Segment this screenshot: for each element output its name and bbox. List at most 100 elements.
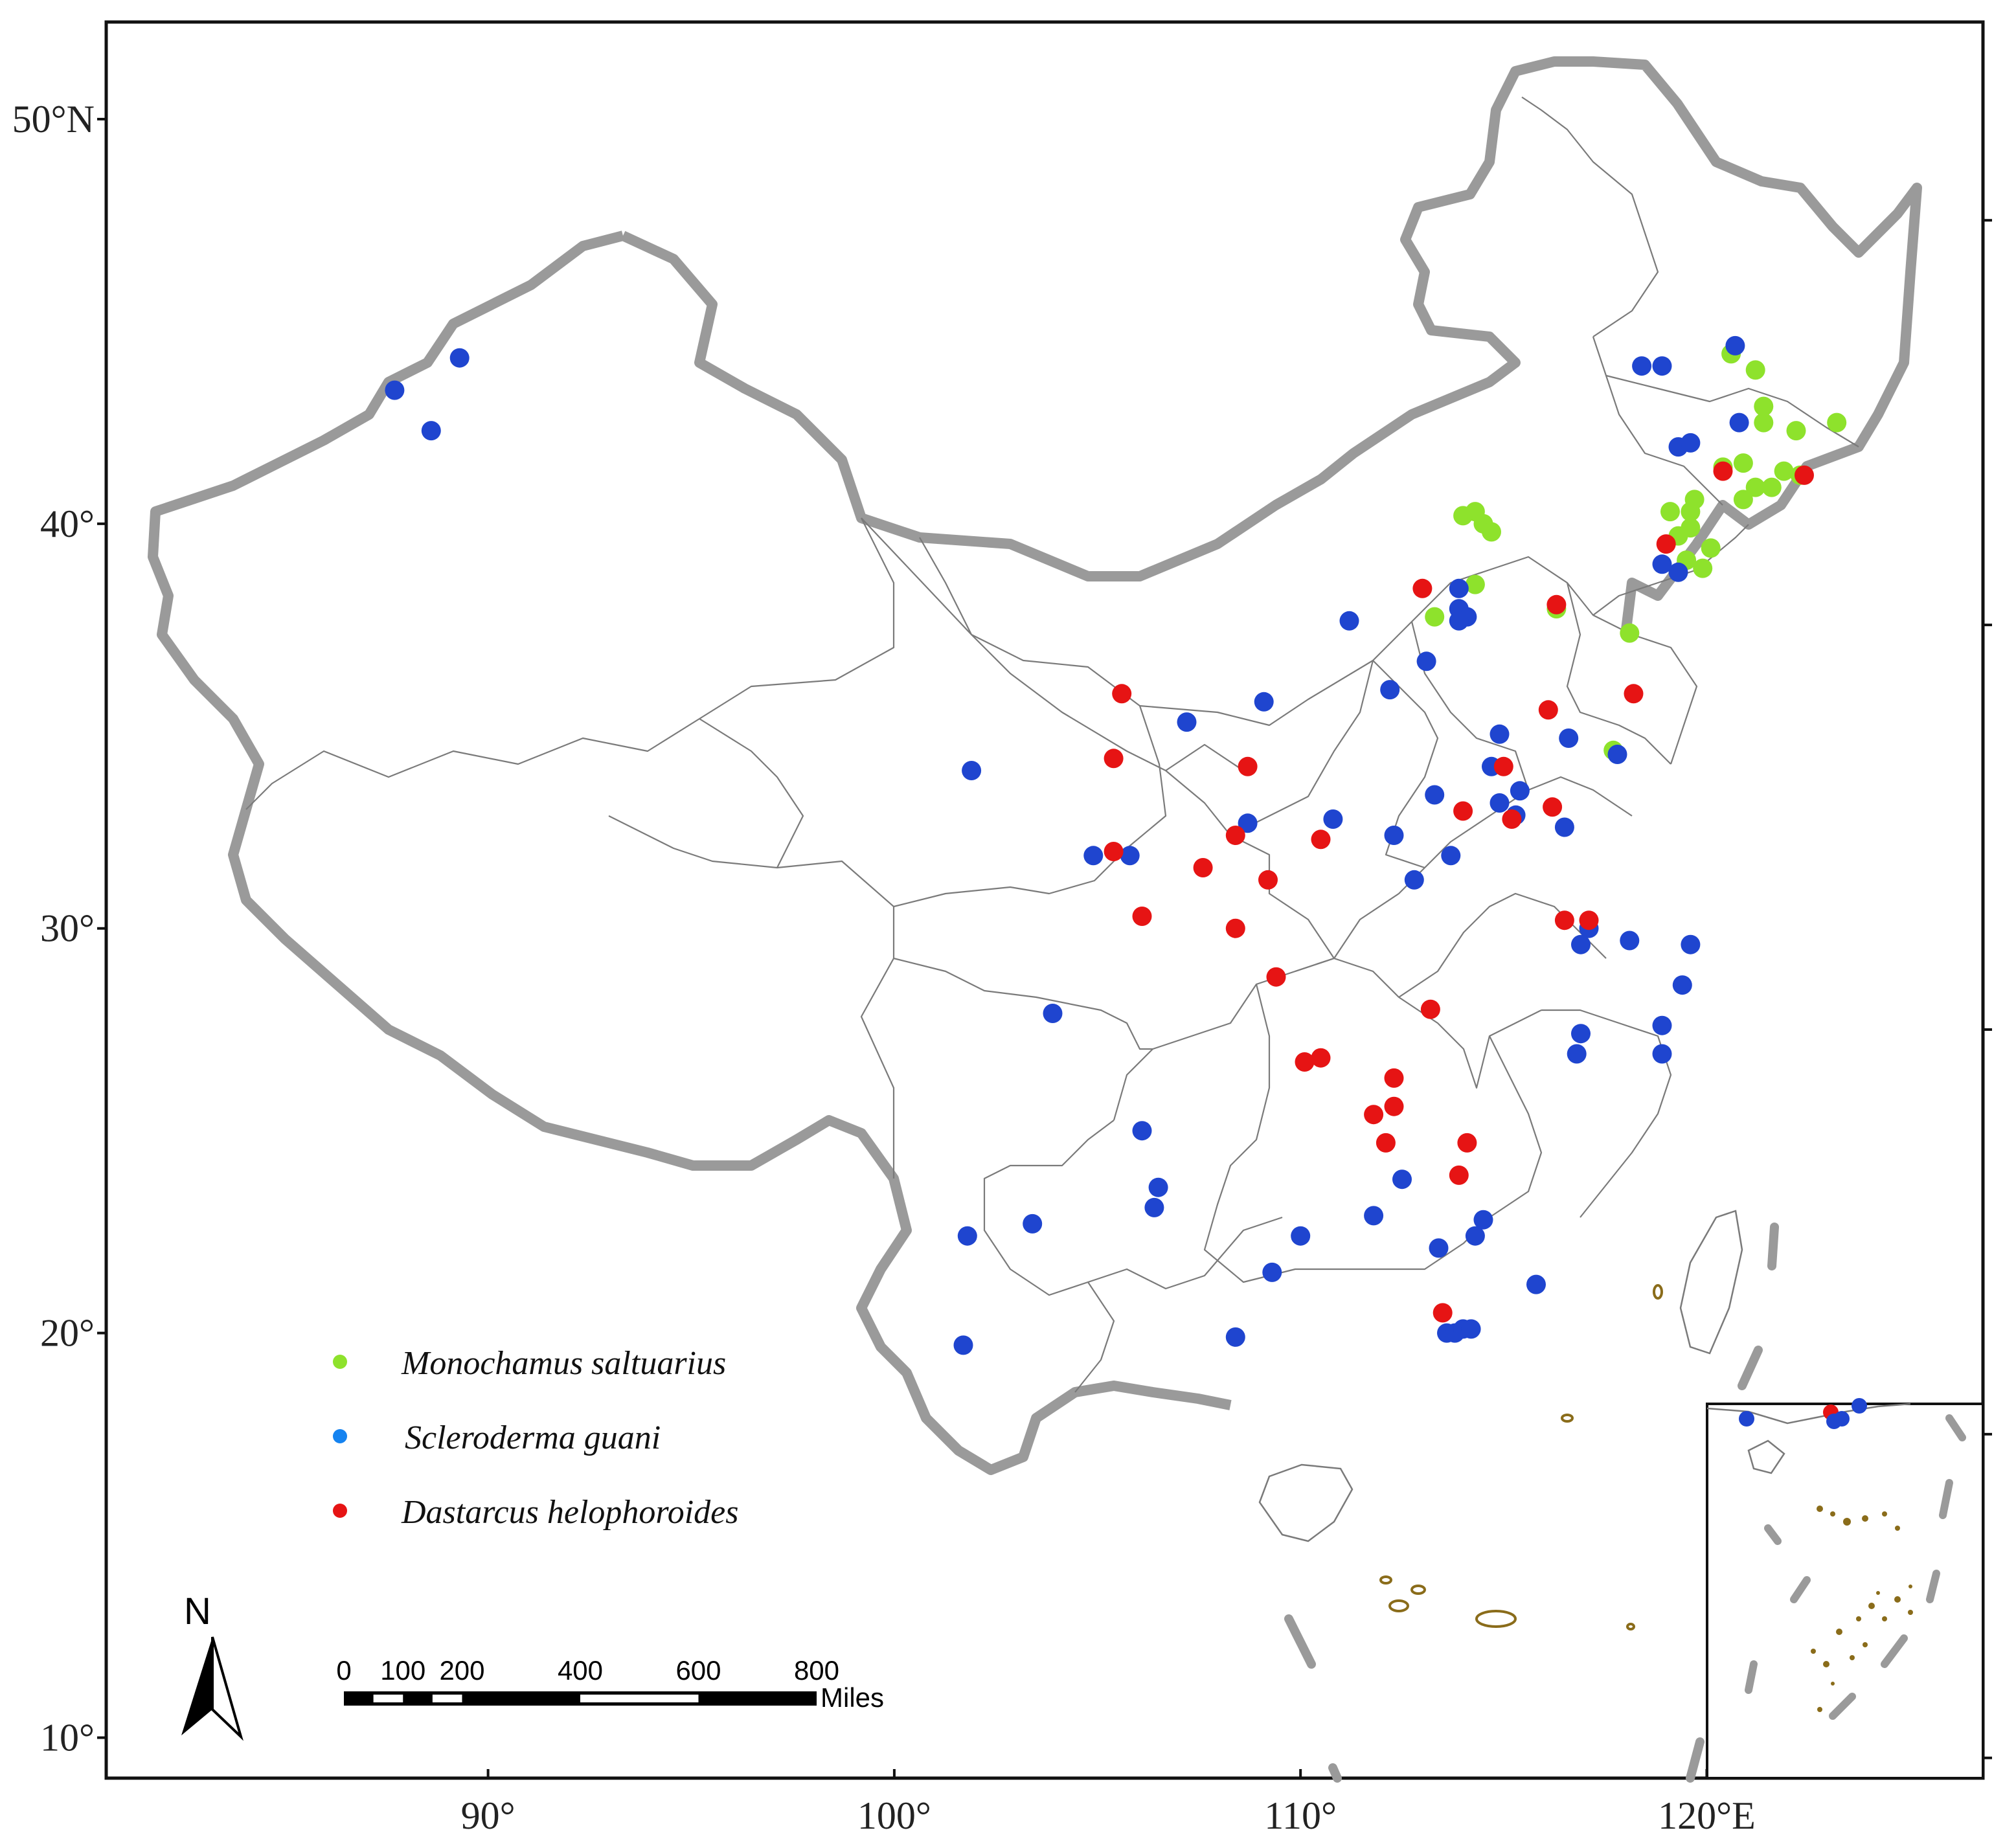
- scale-bar-tick-label: 200: [439, 1655, 484, 1686]
- dastarcus-point: [1579, 910, 1599, 931]
- scleroderma-point: [1461, 1319, 1481, 1339]
- scale-bar-tick-label: 0: [336, 1655, 351, 1686]
- monochamus-point: [1754, 412, 1774, 433]
- dastarcus-point: [1713, 461, 1733, 481]
- latitude-ticks: 50°N 40° 30° 20° 10°: [12, 98, 1992, 1759]
- scleroderma-point: [1652, 554, 1672, 574]
- scleroderma-point: [1441, 846, 1461, 866]
- monochamus-point: [1425, 607, 1445, 627]
- island-cluster: [1388, 1599, 1409, 1612]
- monochamus-point: [1761, 477, 1782, 497]
- scleroderma-point: [1672, 975, 1692, 995]
- monochamus-point: [1701, 538, 1721, 558]
- scleroderma-point: [1729, 412, 1749, 433]
- island-cluster: [1379, 1575, 1392, 1585]
- dastarcus-point: [1132, 907, 1152, 926]
- scale-bar-tick-label: 800: [794, 1655, 839, 1686]
- monochamus-point: [1620, 623, 1640, 643]
- scleroderma-point: [1632, 356, 1652, 376]
- monochamus-point: [1681, 518, 1701, 538]
- dashed-maritime-line: [1284, 1223, 1779, 1783]
- scale-bar-unit: Miles: [821, 1682, 884, 1713]
- dastarcus-point: [1538, 700, 1558, 720]
- scleroderma-point: [1681, 433, 1701, 453]
- monochamus-point: [1786, 421, 1806, 441]
- inset-hainan: [1747, 1439, 1785, 1474]
- scleroderma-point: [1607, 745, 1627, 764]
- scleroderma-point: [1526, 1274, 1546, 1294]
- scleroderma-point: [1148, 1177, 1168, 1197]
- legend-label-dastarcus: Dastarcus helophoroides: [401, 1494, 738, 1531]
- dastarcus-point: [1193, 858, 1213, 877]
- scale-bar-segment: [432, 1695, 462, 1702]
- dastarcus-point: [1554, 910, 1574, 931]
- monochamus-point: [1774, 461, 1794, 481]
- monochamus-point: [1745, 360, 1765, 380]
- scleroderma-point: [1416, 651, 1436, 671]
- inset-scleroderma-point: [1834, 1411, 1850, 1427]
- taiwan-island: [1679, 1210, 1743, 1355]
- scleroderma-point: [1449, 578, 1469, 598]
- scleroderma-point: [1043, 1004, 1063, 1023]
- scleroderma-point: [1571, 934, 1591, 954]
- island-cluster: [1653, 1284, 1663, 1300]
- scleroderma-point: [1725, 335, 1745, 355]
- scleroderma-point: [1473, 1210, 1493, 1230]
- scleroderma-point: [1489, 724, 1510, 744]
- scleroderma-point: [957, 1226, 977, 1246]
- dastarcus-point: [1656, 534, 1676, 554]
- scleroderma-point: [1449, 611, 1469, 631]
- dastarcus-point: [1376, 1133, 1396, 1153]
- hainan-island: [1258, 1463, 1353, 1542]
- scleroderma-point: [1425, 785, 1445, 805]
- dastarcus-points: [1104, 461, 1814, 1323]
- legend-label-scleroderma: Scleroderma guani: [405, 1419, 661, 1456]
- scale-bar-tick-label: 400: [558, 1655, 603, 1686]
- inset-scleroderma-point: [1739, 1411, 1754, 1427]
- legend-marker-dastarcus: [333, 1504, 347, 1518]
- dastarcus-point: [1364, 1105, 1384, 1125]
- latitude-tick-label: 20°: [40, 1312, 95, 1355]
- scleroderma-point: [1571, 1024, 1591, 1044]
- scleroderma-point: [1392, 1169, 1412, 1190]
- north-arrow-label: N: [184, 1590, 211, 1632]
- north-arrow: N: [181, 1590, 244, 1741]
- scleroderma-point: [1681, 934, 1701, 954]
- scale-bar-tick-label: 600: [675, 1655, 721, 1686]
- dastarcus-point: [1795, 465, 1814, 485]
- dastarcus-point: [1420, 999, 1440, 1019]
- dastarcus-point: [1543, 797, 1563, 817]
- dastarcus-point: [1546, 594, 1567, 615]
- latitude-tick-label: 30°: [40, 907, 95, 950]
- island-cluster: [1475, 1610, 1517, 1628]
- monochamus-point: [1684, 490, 1705, 510]
- scleroderma-point: [962, 761, 982, 780]
- monochamus-point: [1693, 558, 1713, 578]
- scleroderma-point: [1339, 611, 1359, 631]
- monochamus-point: [1465, 574, 1485, 594]
- dastarcus-point: [1225, 826, 1245, 845]
- longitude-ticks: 90° 100° 110° 120°E: [461, 1769, 1756, 1837]
- scleroderma-point: [1023, 1213, 1043, 1234]
- dastarcus-point: [1457, 1133, 1477, 1153]
- scleroderma-point: [953, 1335, 973, 1355]
- dastarcus-point: [1449, 1165, 1469, 1185]
- dastarcus-point: [1266, 967, 1286, 987]
- dastarcus-point: [1493, 756, 1513, 776]
- scleroderma-point: [1364, 1206, 1384, 1226]
- legend: Monochamus saltuarius Scleroderma guani …: [333, 1345, 738, 1531]
- north-arrow-left-half: [181, 1637, 212, 1735]
- dastarcus-point: [1412, 578, 1433, 598]
- scleroderma-point: [385, 380, 405, 400]
- south-china-sea-inset: [1706, 1398, 1984, 1779]
- inset-scleroderma-point: [1852, 1398, 1867, 1414]
- scleroderma-point: [1510, 781, 1530, 801]
- legend-label-monochamus: Monochamus saltuarius: [401, 1345, 726, 1382]
- dastarcus-point: [1384, 1068, 1404, 1088]
- latitude-tick-label: 50°N: [12, 98, 95, 141]
- dastarcus-point: [1104, 749, 1124, 769]
- scleroderma-point: [1465, 1226, 1485, 1246]
- scleroderma-point: [1668, 562, 1688, 582]
- dastarcus-point: [1311, 829, 1331, 850]
